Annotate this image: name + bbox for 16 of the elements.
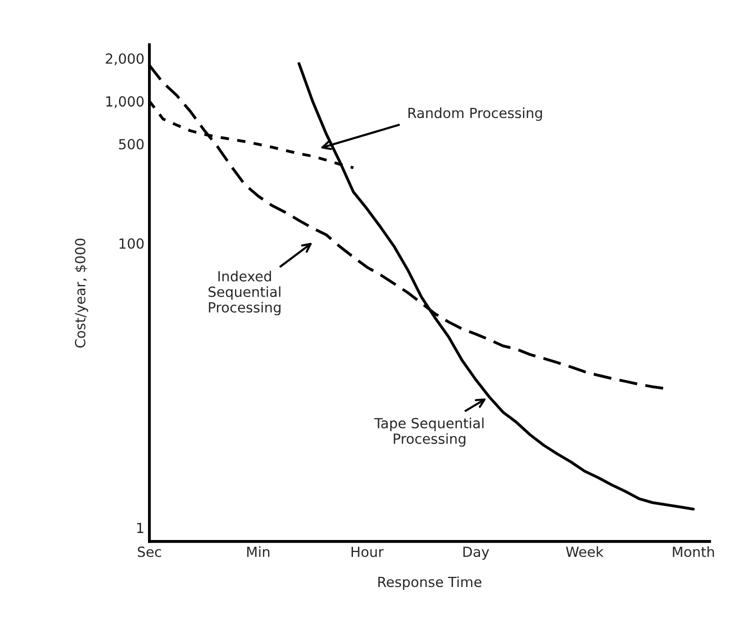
annotation: Random Processing: [408, 107, 542, 121]
x-tick-label: Day: [463, 546, 490, 560]
annotation: Tape Sequential Processing: [374, 418, 484, 447]
y-tick-label: 1: [137, 522, 144, 533]
x-tick-label: Month: [672, 546, 714, 558]
x-tick-label: Sec: [138, 546, 162, 558]
y-tick-label: 2,000: [106, 53, 144, 66]
x-tick-label: Hour: [352, 546, 384, 558]
y-tick-label: 100: [120, 238, 144, 249]
x-axis-title: Response Time: [378, 576, 482, 590]
y-tick-label: 500: [119, 138, 144, 150]
y-tick-label: 1,000: [106, 96, 144, 108]
annotation: Indexed Sequential Processing: [208, 270, 280, 316]
y-axis-title: Cost/year, $000: [74, 238, 88, 348]
x-tick-label: Week: [566, 546, 604, 558]
x-tick-label: Min: [247, 546, 270, 557]
